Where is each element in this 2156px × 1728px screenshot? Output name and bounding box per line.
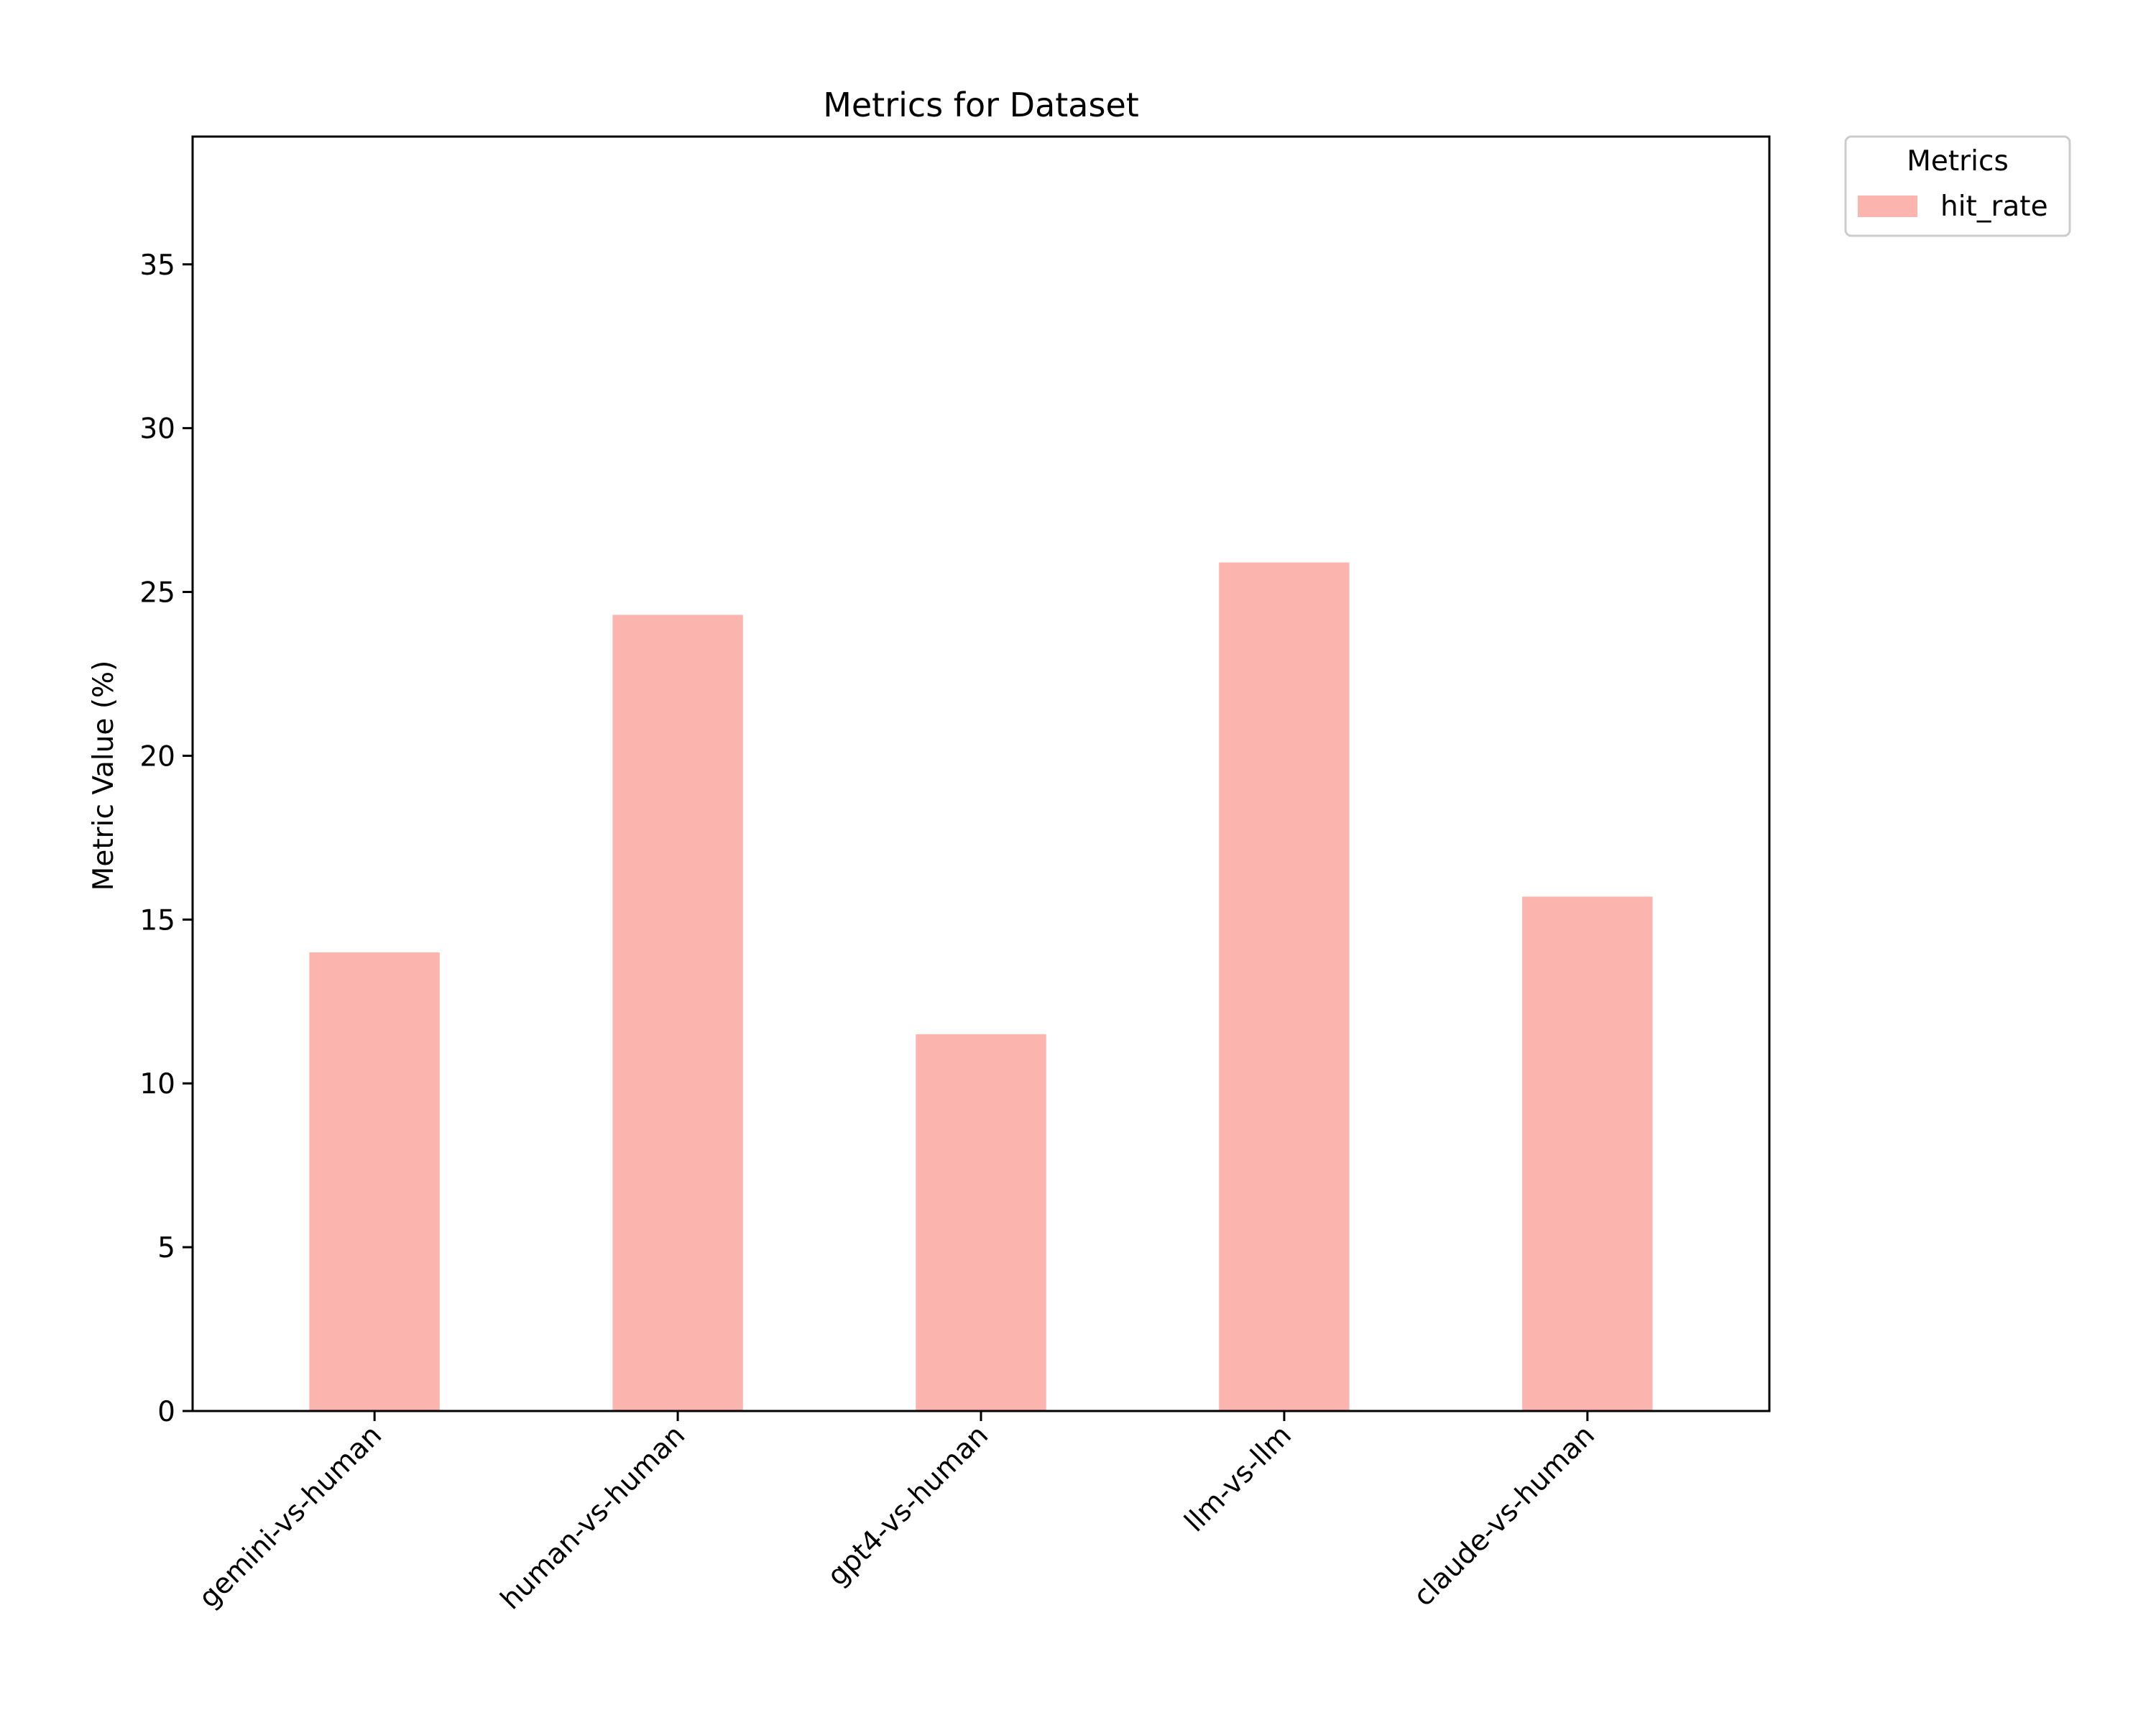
y-tick-label: 25 (139, 577, 175, 610)
y-tick-label: 30 (139, 413, 175, 446)
y-tick-label: 5 (157, 1232, 175, 1264)
y-axis-ticks: 0 5 10 15 20 25 30 35 (139, 249, 193, 1428)
legend-label-hit-rate: hit_rate (1940, 190, 2048, 223)
y-tick-label: 20 (139, 740, 175, 773)
y-tick-label: 10 (139, 1068, 175, 1100)
y-axis-label: Metric Value (%) (88, 661, 120, 891)
bar-gpt4-vs-human (916, 1034, 1046, 1411)
bar-llm-vs-llm (1219, 562, 1350, 1411)
bar-claude-vs-human (1522, 896, 1653, 1411)
y-tick-label: 35 (139, 249, 175, 282)
legend-title: Metrics (1907, 145, 2009, 178)
bar-gemini-vs-human (309, 952, 440, 1411)
bar-human-vs-human (612, 615, 743, 1411)
legend: Metrics hit_rate (1844, 135, 2071, 237)
plot-frame (191, 135, 1771, 1412)
chart-title: Metrics for Dataset (823, 86, 1139, 124)
y-tick-label: 15 (139, 904, 175, 937)
legend-swatch-hit-rate (1858, 196, 1917, 217)
y-tick-label: 0 (157, 1396, 175, 1428)
bars-layer (309, 562, 1653, 1411)
